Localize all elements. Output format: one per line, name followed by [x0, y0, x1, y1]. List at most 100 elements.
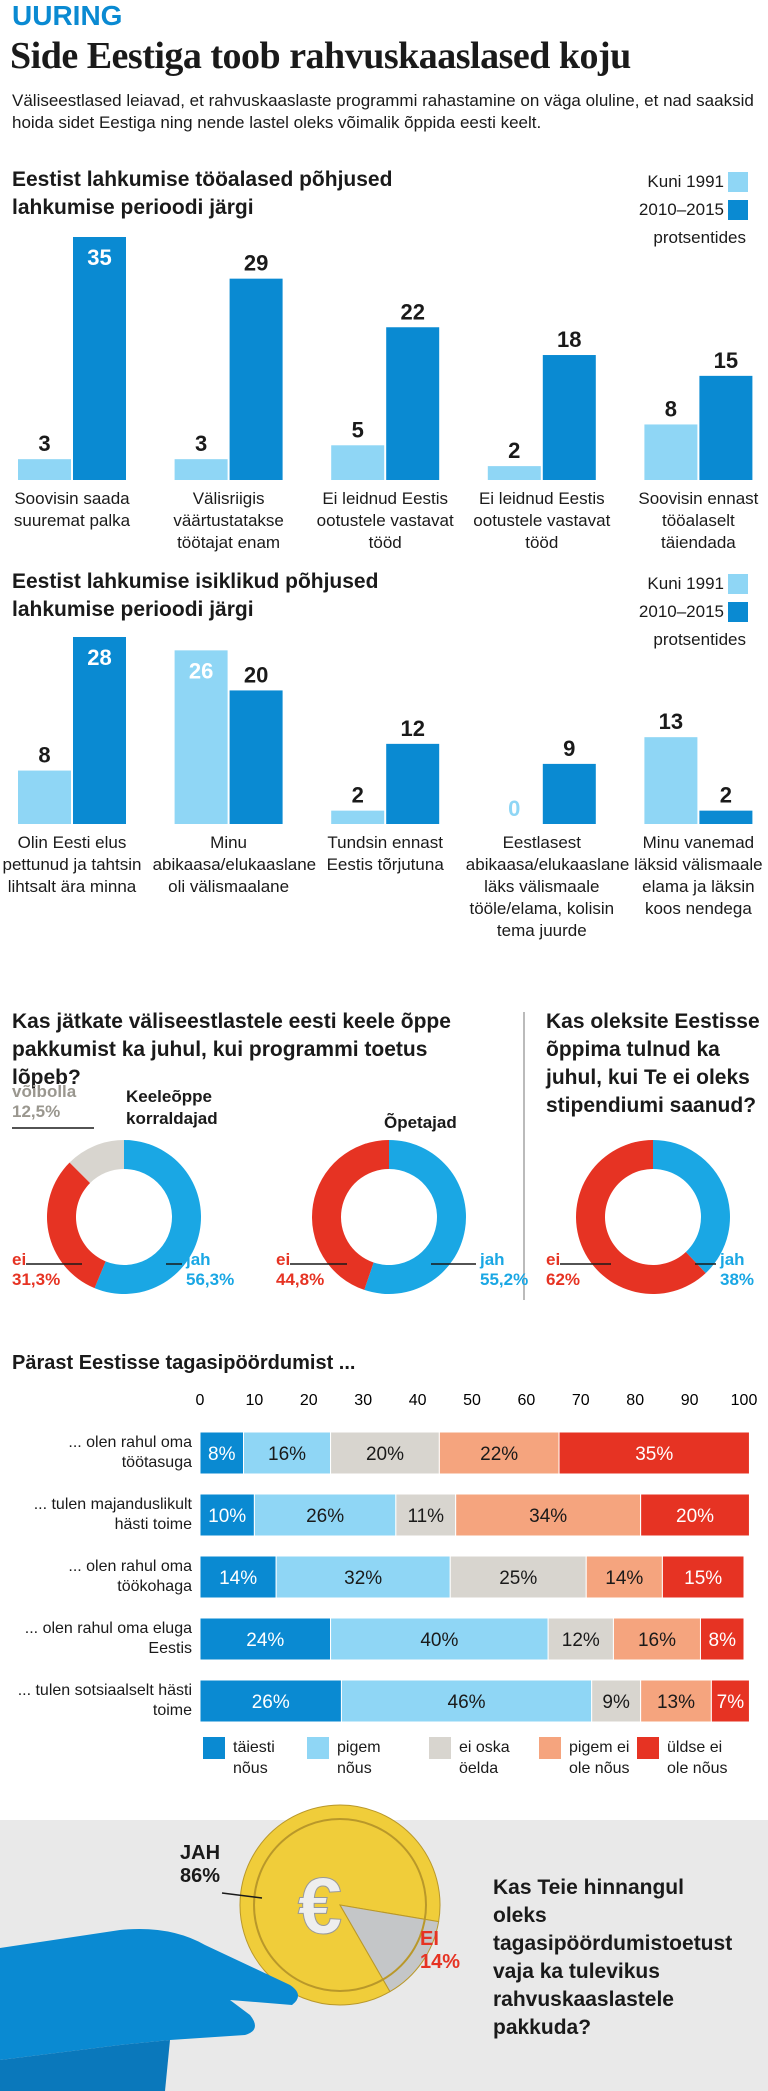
category-label: Soovisin saada suuremat palka — [13, 489, 131, 530]
category-label: ei — [12, 1250, 27, 1269]
bar — [174, 650, 228, 824]
category-label: ... tulen majanduslikult hästi toime — [33, 1496, 192, 1533]
category-label: Soovisin ennast tööalaselt täiendada — [638, 489, 759, 552]
donut-slice — [94, 1140, 201, 1294]
chart-title: Eestist lahkumise tööalased põhjused lah… — [12, 168, 393, 219]
value-label: 56,3% — [186, 1270, 235, 1289]
category-label: ... olen rahul oma eluga Eestis — [24, 1620, 192, 1657]
category-label: ... tulen sotsiaalselt hästi toime — [17, 1682, 192, 1719]
category-label: JAH — [180, 1842, 221, 1864]
x-tick-label: 50 — [463, 1392, 481, 1409]
value-label: 13% — [657, 1692, 695, 1713]
legend-label: pigem nõus — [337, 1739, 381, 1777]
value-label: 14% — [605, 1568, 643, 1589]
value-label: 5 — [352, 417, 364, 442]
chart-title: Kas oleksite Eestisse õppima tulnud ka j… — [546, 1010, 760, 1117]
category-label: Eestlasest abikaasa/elukaaslane läks väl… — [465, 833, 630, 940]
value-label: 12,5% — [12, 1102, 61, 1121]
coin-rim — [253, 1818, 427, 1992]
value-label: 20% — [366, 1444, 404, 1465]
chart-title: Kas Teie hinnangul oleks tagasipöördumis… — [493, 1876, 733, 2039]
legend-label: Kuni 1991 — [647, 574, 724, 593]
bar-segment — [710, 1679, 750, 1723]
donut-slice — [69, 1140, 124, 1184]
legend-swatch — [307, 1737, 329, 1759]
bar-segment — [640, 1493, 750, 1537]
value-label: 0 — [508, 796, 520, 821]
x-tick-label: 20 — [300, 1392, 318, 1409]
bar-segment — [547, 1617, 614, 1661]
legend-label: ei oska öelda — [459, 1739, 510, 1777]
value-label: 8 — [665, 396, 677, 421]
category-label: Tundsin ennast Eestis tõrjutuna — [326, 833, 444, 874]
coin-slice — [339, 1904, 440, 1993]
value-label: 8% — [709, 1630, 737, 1651]
value-label: 40% — [420, 1630, 458, 1651]
value-label: 8 — [38, 743, 50, 768]
x-tick-label: 60 — [518, 1392, 536, 1409]
category-label: Ei leidnud Eestis ootustele vastavat töö… — [316, 489, 454, 552]
bar — [331, 810, 385, 824]
unit-note: protsentides — [653, 630, 746, 649]
bar-segment — [275, 1555, 451, 1599]
category-label: jah — [480, 1250, 505, 1269]
euro-sign: € — [298, 1861, 343, 1950]
value-label: 26% — [306, 1506, 344, 1527]
value-label: 2 — [720, 783, 732, 808]
x-tick-label: 90 — [681, 1392, 699, 1409]
bar-segment — [253, 1493, 397, 1537]
value-label: 2 — [352, 783, 364, 808]
value-label: 25% — [499, 1568, 537, 1589]
category-label: jah — [720, 1250, 745, 1269]
value-label: 15 — [714, 348, 738, 373]
chart-subtitle: Õpetajad — [384, 1113, 457, 1132]
legend-label: pigem ei ole nõus — [569, 1739, 630, 1777]
page-subtitle: Väliseestlased leiavad, et rahvuskaaslas… — [12, 91, 754, 132]
legend-swatch — [429, 1737, 451, 1759]
value-label: 86% — [180, 1865, 221, 1887]
bar — [229, 278, 283, 480]
legend-swatch — [728, 200, 748, 220]
donut-slice — [364, 1140, 467, 1294]
bar — [174, 459, 228, 480]
legend-label: 2010–2015 — [638, 602, 724, 621]
value-label: 3 — [195, 431, 207, 456]
coin: € — [239, 1804, 441, 2006]
category-label: Välisriigis väärtustatakse töötajat enam — [173, 489, 284, 552]
value-label: 34% — [529, 1506, 567, 1527]
value-label: 38% — [720, 1270, 755, 1289]
legend-swatch — [539, 1737, 561, 1759]
bar — [331, 445, 385, 480]
value-label: 20 — [244, 662, 268, 687]
category-label: jah — [186, 1250, 211, 1269]
bar-segment — [330, 1431, 440, 1475]
legend-swatch — [203, 1737, 225, 1759]
bar-segment — [449, 1555, 587, 1599]
bar-segment — [199, 1431, 245, 1475]
category-label: Minu abikaasa/elukaaslane oli välismaala… — [152, 833, 317, 896]
bar-segment — [340, 1679, 593, 1723]
x-tick-label: 70 — [572, 1392, 590, 1409]
value-label: 16% — [268, 1444, 306, 1465]
bar — [73, 237, 126, 480]
x-tick-label: 80 — [626, 1392, 644, 1409]
bar-segment — [330, 1617, 549, 1661]
bar — [699, 810, 753, 824]
leader-line — [221, 1892, 263, 1899]
donut-slice — [47, 1162, 106, 1289]
value-label: 24% — [246, 1630, 284, 1651]
bar-segment — [395, 1493, 457, 1537]
donut-slice — [576, 1140, 706, 1295]
value-label: 46% — [448, 1692, 486, 1713]
value-label: 28 — [87, 645, 111, 670]
value-label: 9 — [563, 736, 575, 761]
category-label: ... olen rahul oma töökohaga — [68, 1558, 192, 1595]
page-title: Side Eestiga toob rahvuskaaslased koju — [10, 35, 631, 77]
chart-title: Eestist lahkumise isiklikud põhjused lah… — [12, 570, 379, 621]
bar-segment — [199, 1555, 277, 1599]
category-label: Olin Eesti elus pettunud ja tahtsin liht… — [2, 833, 142, 896]
x-tick-label: 40 — [409, 1392, 427, 1409]
chart-title: Pärast Eestisse tagasipöördumist ... — [12, 1352, 356, 1374]
donut-slice — [653, 1140, 731, 1274]
value-label: 12% — [562, 1630, 600, 1651]
